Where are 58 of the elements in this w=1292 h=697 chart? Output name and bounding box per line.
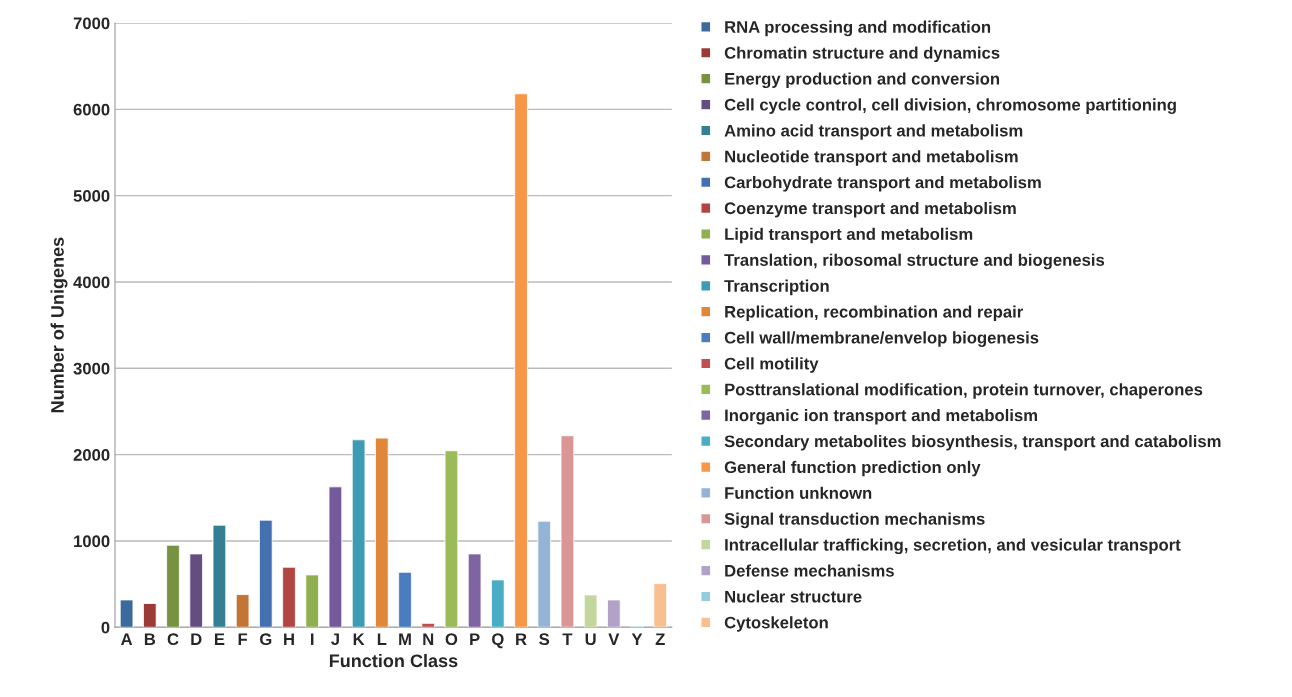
y-tick-label: 6000 (73, 103, 110, 116)
y-tick-label: 3000 (73, 362, 110, 375)
legend-label: General function prediction only (724, 460, 981, 477)
legend-label: Replication, recombination and repair (725, 305, 1023, 321)
x-tick-label: P (470, 633, 480, 645)
y-tick-label: 5000 (73, 190, 110, 202)
legend-label: RNA processing and modification (725, 20, 991, 37)
legend-label: Inorganic ion transport and metabolism (725, 409, 1038, 425)
x-tick-label: F (238, 633, 248, 645)
legend-label: Cell cycle control, cell division, chromosome partitioning (724, 98, 1176, 114)
legend-label: Defense mechanisms (725, 564, 894, 577)
x-tick-label: N (423, 633, 434, 645)
x-tick-label: O (445, 633, 458, 646)
x-tick-label: Q (492, 633, 504, 649)
x-tick-label: K (353, 633, 365, 645)
x-tick-label: J (331, 633, 339, 646)
y-tick-label: 0 (101, 621, 110, 634)
y-tick-label: 1000 (74, 535, 110, 548)
x-axis-title: Function Class (329, 653, 458, 668)
legend-label: Signal transduction mechanisms (724, 512, 985, 529)
y-tick-label: 4000 (73, 276, 110, 289)
x-tick-label: C (167, 633, 179, 646)
y-tick-label: 2000 (73, 449, 110, 461)
x-tick-label: B (144, 633, 156, 645)
legend-label: Energy production and conversion (725, 72, 1000, 89)
legend-label: Function unknown (725, 486, 872, 499)
x-tick-label: Z (655, 633, 665, 645)
legend-label: Translation, ribosomal structure and biogenesis (724, 253, 1105, 270)
x-tick-label: A (120, 633, 133, 645)
legend-label: Cell motility (724, 357, 819, 373)
x-tick-label: R (516, 633, 527, 645)
y-tick-label: 7000 (73, 17, 110, 30)
legend-label: Nucleotide transport and metabolism (725, 150, 1018, 166)
legend-label: Chromatin structure and dynamics (724, 46, 1000, 63)
x-tick-label: S (539, 633, 550, 646)
legend-label: Secondary metabolites biosynthesis, transport and catabolism (724, 434, 1221, 451)
legend-label: Intracellular trafficking, secretion, and vesicular transport (725, 538, 1181, 555)
legend-label: Posttranslational modification, protein turnover, chaperones (725, 383, 1203, 399)
x-tick-label: L (377, 633, 387, 645)
legend-label: Amino acid transport and metabolism (724, 124, 1023, 140)
legend-label: Transcription (724, 279, 829, 296)
legend-label: Cytoskeleton (724, 616, 828, 632)
legend-label: Cell wall/membrane/envelop biogenesis (724, 331, 1039, 347)
y-axis-title: Number of Unigenes (50, 237, 68, 413)
legend-label: Nuclear structure (725, 590, 862, 603)
x-tick-label: T (562, 633, 573, 645)
x-tick-label: H (284, 633, 294, 645)
x-tick-label: E (214, 633, 225, 645)
x-tick-label: U (585, 633, 596, 646)
x-tick-label: Y (631, 633, 643, 645)
x-tick-label: G (260, 633, 272, 646)
legend-label: Lipid transport and metabolism (725, 227, 973, 244)
x-tick-label: V (608, 633, 620, 645)
legend-label: Carbohydrate transport and metabolism (724, 176, 1041, 192)
x-tick-label: I (311, 633, 314, 645)
x-tick-label: D (191, 633, 202, 645)
legend-label: Coenzyme transport and metabolism (724, 201, 1016, 218)
x-tick-label: M (399, 633, 411, 645)
